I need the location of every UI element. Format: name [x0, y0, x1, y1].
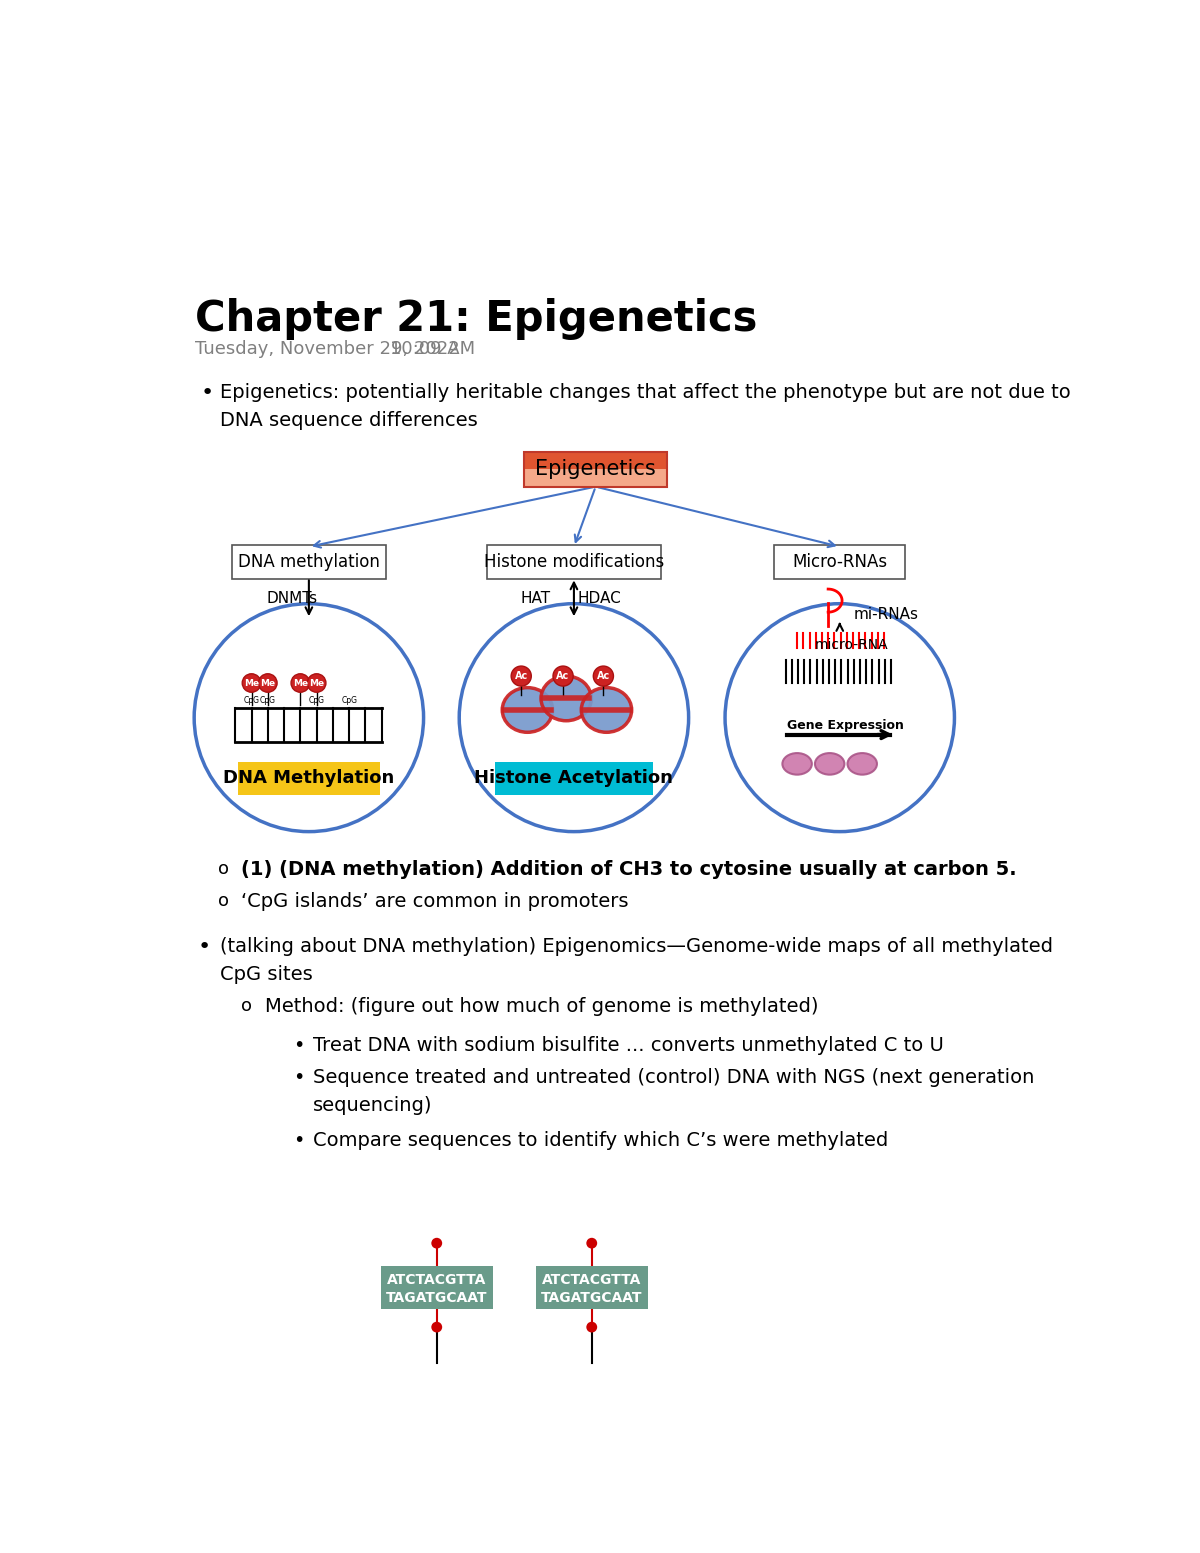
Text: DNA Methylation: DNA Methylation [223, 769, 395, 787]
Text: (1) (DNA methylation) Addition of CH3 to cytosine usually at carbon 5.: (1) (DNA methylation) Addition of CH3 to… [241, 860, 1018, 879]
Ellipse shape [782, 753, 812, 775]
Text: Histone Acetylation: Histone Acetylation [474, 769, 673, 787]
Text: CpG: CpG [341, 696, 358, 705]
Ellipse shape [847, 753, 877, 775]
Ellipse shape [725, 604, 954, 831]
Text: HAT: HAT [521, 592, 551, 606]
Circle shape [258, 674, 277, 693]
Text: Ac: Ac [515, 671, 528, 682]
Text: 10:09 AM: 10:09 AM [390, 340, 475, 359]
Text: ‘CpG islands’ are common in promoters: ‘CpG islands’ are common in promoters [241, 893, 629, 912]
Text: Ac: Ac [596, 671, 610, 682]
Text: o: o [218, 860, 229, 877]
Text: Epigenetics: potentially heritable changes that affect the phenotype but are not: Epigenetics: potentially heritable chang… [220, 382, 1070, 430]
Text: TAGATGCAAT: TAGATGCAAT [386, 1291, 487, 1305]
Text: •: • [293, 1131, 305, 1151]
FancyBboxPatch shape [232, 545, 386, 579]
Text: (talking about DNA methylation) Epigenomics—Genome-wide maps of all methylated
C: (talking about DNA methylation) Epigenom… [220, 936, 1052, 985]
Text: ATCTACGTTA: ATCTACGTTA [542, 1273, 642, 1287]
Text: •: • [293, 1036, 305, 1054]
Text: Sequence treated and untreated (control) DNA with NGS (next generation
sequencin: Sequence treated and untreated (control)… [313, 1068, 1034, 1115]
Text: CpG: CpG [260, 696, 276, 705]
FancyBboxPatch shape [535, 1266, 648, 1309]
Circle shape [587, 1322, 598, 1332]
Text: CpG: CpG [308, 696, 325, 705]
Text: DNA methylation: DNA methylation [238, 553, 380, 572]
FancyBboxPatch shape [494, 763, 653, 795]
Text: Me: Me [310, 679, 324, 688]
Text: Me: Me [260, 679, 275, 688]
Text: ATCTACGTTA: ATCTACGTTA [388, 1273, 486, 1287]
Text: o: o [218, 893, 229, 910]
Ellipse shape [541, 676, 592, 721]
FancyBboxPatch shape [380, 1266, 493, 1309]
Circle shape [292, 674, 310, 693]
Text: Compare sequences to identify which C’s were methylated: Compare sequences to identify which C’s … [313, 1131, 888, 1151]
Text: •: • [293, 1068, 305, 1087]
Text: Micro-RNAs: Micro-RNAs [792, 553, 887, 572]
Text: Tuesday, November 29, 2022: Tuesday, November 29, 2022 [194, 340, 460, 359]
FancyBboxPatch shape [238, 763, 380, 795]
Text: Me: Me [244, 679, 259, 688]
Ellipse shape [194, 604, 424, 831]
Text: Histone modifications: Histone modifications [484, 553, 664, 572]
Text: TAGATGCAAT: TAGATGCAAT [541, 1291, 642, 1305]
Text: Treat DNA with sodium bisulfite ... converts unmethylated C to U: Treat DNA with sodium bisulfite ... conv… [313, 1036, 943, 1054]
Text: •: • [200, 382, 214, 402]
Text: DNMTs: DNMTs [266, 592, 317, 606]
Text: Epigenetics: Epigenetics [535, 460, 656, 480]
Circle shape [431, 1322, 442, 1332]
Text: HDAC: HDAC [578, 592, 622, 606]
Text: micro-RNA: micro-RNA [815, 638, 888, 652]
Text: Method: (figure out how much of genome is methylated): Method: (figure out how much of genome i… [265, 997, 818, 1016]
Circle shape [307, 674, 326, 693]
Ellipse shape [460, 604, 689, 831]
Text: Chapter 21: Epigenetics: Chapter 21: Epigenetics [194, 298, 757, 340]
Text: o: o [241, 997, 252, 1016]
FancyBboxPatch shape [524, 469, 667, 486]
Text: •: • [198, 936, 211, 957]
Circle shape [242, 674, 260, 693]
Text: CpG: CpG [244, 696, 259, 705]
Ellipse shape [581, 688, 631, 733]
Circle shape [593, 666, 613, 686]
Ellipse shape [815, 753, 845, 775]
FancyBboxPatch shape [774, 545, 905, 579]
Text: Ac: Ac [557, 671, 570, 682]
Circle shape [553, 666, 574, 686]
Text: Gene Expression: Gene Expression [787, 719, 904, 731]
FancyBboxPatch shape [524, 452, 667, 469]
Circle shape [511, 666, 532, 686]
Ellipse shape [503, 688, 553, 733]
Circle shape [431, 1238, 442, 1249]
Text: Me: Me [293, 679, 308, 688]
Circle shape [587, 1238, 598, 1249]
Text: mi-RNAs: mi-RNAs [853, 607, 919, 621]
FancyBboxPatch shape [487, 545, 661, 579]
